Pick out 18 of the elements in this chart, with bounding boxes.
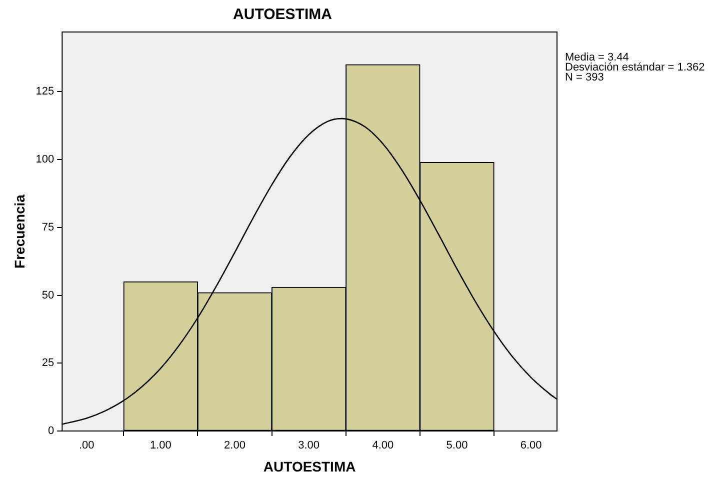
x-axis-title: AUTOESTIMA [263,458,356,474]
y-axis-title: Frecuencia [11,194,28,268]
y-tick-label: 125 [36,86,54,98]
y-tick-label: 100 [36,154,54,166]
y-tick-label: 50 [42,289,54,302]
x-tick-label: 5.00 [446,440,468,452]
y-tick-label: 75 [42,221,54,234]
y-tick-label: 25 [42,357,54,370]
text: N = 393 [565,72,604,84]
text: Desviación estándar = 1.362 [565,62,705,74]
y-tick-label: 0 [48,425,54,438]
x-tick-label: 1.00 [150,440,172,452]
x-tick-label: 4.00 [372,440,394,452]
x-tick-label: 3.00 [298,440,320,452]
x-tick-label: 2.00 [224,440,246,452]
chart-title: AUTOESTIMA [233,6,332,24]
x-tick-label: 6.00 [520,440,542,452]
x-tick-label: .00 [78,440,94,452]
